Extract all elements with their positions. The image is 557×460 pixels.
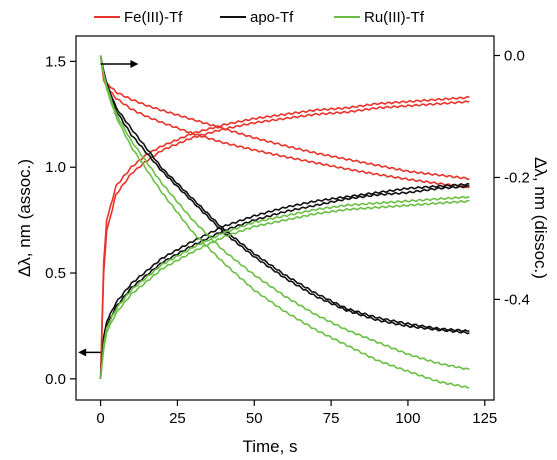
y-axis-right-title: Δλ, nm (dissoc.) — [531, 157, 550, 279]
series-line-ru-iii-tf-association — [99, 199, 470, 379]
plot-curves — [99, 55, 470, 389]
x-tick-label: 25 — [169, 410, 186, 427]
x-tick-label: 100 — [395, 410, 420, 427]
x-tick-label: 50 — [246, 410, 263, 427]
left-axis-arrow-head — [78, 348, 87, 357]
series-line-fe-iii-tf-association — [99, 95, 470, 379]
series-line-ru-iii-tf-dissociation — [99, 55, 470, 371]
chart-legend: Fe(III)-Tf apo-Tf Ru(III)-Tf — [94, 9, 425, 26]
x-tick-label: 0 — [96, 410, 104, 427]
y-left-tick-label: 1.0 — [45, 159, 66, 176]
series-line-apo-tf-association — [99, 182, 470, 379]
y-right-tick-label: -0.4 — [504, 291, 530, 308]
legend-label: apo-Tf — [250, 9, 294, 26]
annotation-arrows — [78, 60, 139, 357]
y-right-tick-label: -0.2 — [504, 169, 530, 186]
x-tick-label: 75 — [323, 410, 340, 427]
series-line-ru-iii-tf-association — [99, 195, 470, 379]
legend-label: Ru(III)-Tf — [364, 9, 425, 26]
y-left-tick-label: 0.5 — [45, 265, 66, 282]
series-line-fe-iii-tf-association — [99, 100, 470, 379]
y-right-tick-label: 0.0 — [504, 48, 525, 65]
right-axis-arrow-head — [130, 60, 139, 69]
series-line-apo-tf-dissociation — [99, 55, 470, 332]
x-tick-label: 125 — [472, 410, 497, 427]
y-axis-left-title: Δλ, nm (assoc.) — [15, 159, 34, 277]
y-left-tick-label: 0.0 — [45, 371, 66, 388]
plot-frame — [75, 35, 495, 401]
y-left-tick-label: 1.5 — [45, 53, 66, 70]
series-line-apo-tf-dissociation — [99, 55, 470, 335]
axis-ticks: 0 25 50 75 100 125 0.0 0.5 1.0 1.5 0.0 -0.2 -0.4 — [45, 48, 530, 427]
series-line-fe-iii-tf-dissociation — [99, 55, 470, 189]
x-axis-title: Time, s — [242, 437, 297, 456]
series-line-ru-iii-tf-dissociation — [99, 55, 470, 389]
series-line-fe-iii-tf-dissociation — [99, 55, 470, 181]
plot-border — [75, 35, 495, 401]
series-line-apo-tf-association — [99, 184, 470, 379]
legend-label: Fe(III)-Tf — [124, 9, 183, 26]
